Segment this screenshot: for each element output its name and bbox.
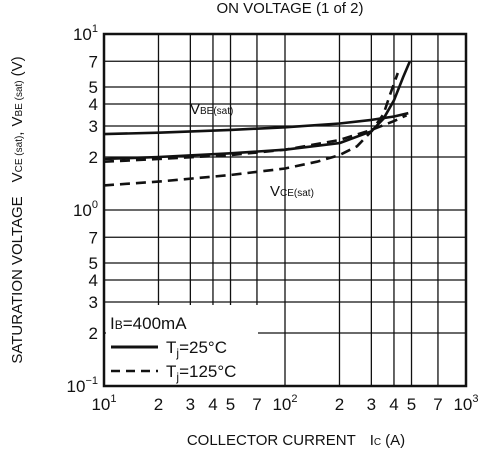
header-text: ON VOLTAGE (1 of 2): [217, 0, 364, 17]
y-tick-label-8: 3: [89, 117, 98, 136]
x-tick-label-5: 7: [252, 395, 261, 414]
y-axis-title: SATURATION VOLTAGEVCE (sat),VBE (sat)(V): [9, 56, 26, 363]
x-tick-label-9: 4: [389, 395, 398, 414]
x-tick-label-12: 103: [453, 393, 478, 414]
vce-curve-label: VCE(sat): [270, 183, 314, 200]
y-tick-label-12: 101: [73, 23, 98, 44]
y-tick-label-0: 10−1: [67, 375, 98, 396]
x-tick-label-8: 3: [367, 395, 376, 414]
series-line-2: [103, 114, 408, 163]
legend: IB=400mA Tj=25°C Tj=125°C: [106, 305, 258, 391]
series-line-1: [103, 60, 412, 161]
x-tick-label-0: 101: [91, 393, 116, 414]
legend-condition: IB=400mA: [110, 314, 187, 333]
y-tick-label-7: 2: [89, 148, 98, 167]
y-tick-label-10: 5: [89, 78, 98, 97]
series-line-3: [103, 72, 400, 187]
x-tick-label-3: 4: [208, 395, 217, 414]
x-tick-label-10: 5: [407, 395, 416, 414]
y-tick-label-11: 7: [89, 52, 98, 71]
x-tick-label-4: 5: [226, 395, 235, 414]
legend-entry-25c: Tj=25°C: [166, 338, 227, 360]
x-tick-label-7: 2: [335, 395, 344, 414]
legend-entry-125c: Tj=125°C: [166, 362, 236, 384]
x-tick-label-6: 102: [272, 393, 297, 414]
y-tick-label-3: 4: [89, 271, 98, 290]
x-tick-label-11: 7: [433, 395, 442, 414]
vbe-curve-label: VBE(sat): [190, 101, 233, 118]
curves: [103, 60, 412, 187]
x-tick-label-1: 2: [154, 395, 163, 414]
series-line-0: [103, 111, 409, 136]
y-tick-label-4: 5: [89, 254, 98, 273]
y-tick-label-1: 2: [89, 324, 98, 343]
y-tick-label-2: 3: [89, 293, 98, 312]
y-tick-label-5: 7: [89, 228, 98, 247]
y-tick-label-9: 4: [89, 95, 98, 114]
y-tick-label-6: 100: [73, 199, 98, 220]
x-tick-label-2: 3: [186, 395, 195, 414]
plot-frame: [102, 32, 468, 388]
x-axis-title: COLLECTOR CURRENT IC (A): [187, 432, 405, 449]
